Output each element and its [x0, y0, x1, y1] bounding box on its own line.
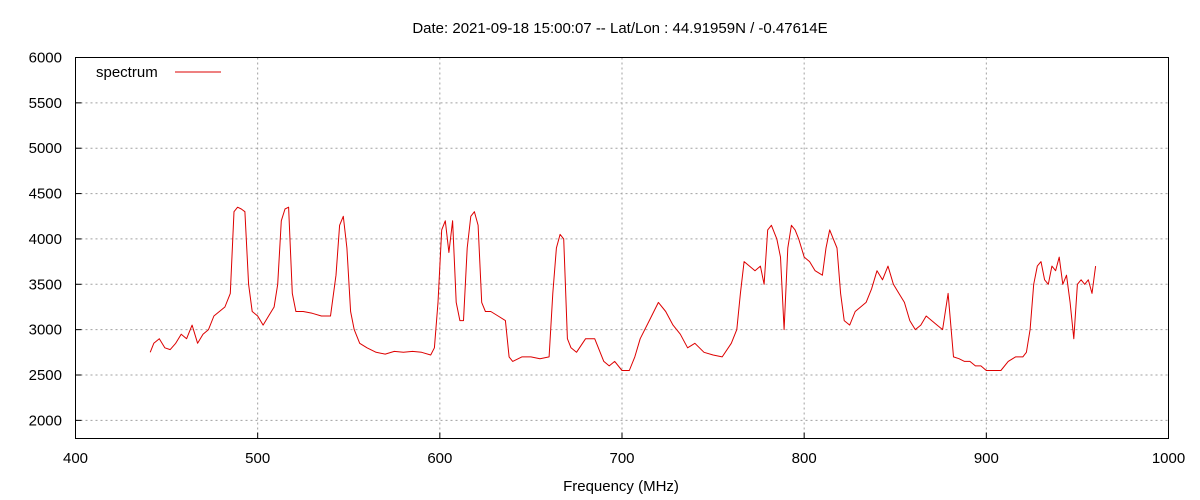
legend: spectrum [96, 64, 221, 81]
y-tick-labels: 2000 2500 3000 3500 4000 4500 5000 5500 6000 [29, 50, 62, 430]
x-axis-label: Frequency (MHz) [563, 478, 679, 495]
chart-title: Date: 2021-09-18 15:00:07 -- Lat/Lon : 4… [412, 20, 827, 37]
x-tick-label: 800 [792, 450, 817, 467]
y-tick-label: 5000 [29, 140, 62, 157]
x-tick-label: 900 [974, 450, 999, 467]
y-tick-label: 5500 [29, 95, 62, 112]
y-tick-label: 3500 [29, 276, 62, 293]
series-line-spectrum [149, 206, 1097, 371]
x-tick-label: 1000 [1152, 450, 1185, 467]
y-tick-label: 4000 [29, 231, 62, 248]
x-tick-label: 500 [245, 450, 270, 467]
y-tick-label: 4500 [29, 186, 62, 203]
grid [75, 57, 1169, 439]
legend-label-spectrum: spectrum [96, 64, 158, 81]
x-tick-label: 700 [609, 450, 634, 467]
x-tick-label: 400 [63, 450, 88, 467]
y-tick-label: 6000 [29, 50, 62, 67]
x-tick-labels: 400 500 600 700 800 900 1000 [63, 450, 1185, 467]
y-tick-label: 3000 [29, 322, 62, 339]
y-tick-label: 2000 [29, 412, 62, 429]
plot-frame [75, 57, 1169, 439]
x-tick-label: 600 [427, 450, 452, 467]
series-group [149, 206, 1097, 371]
y-tick-label: 2500 [29, 367, 62, 384]
